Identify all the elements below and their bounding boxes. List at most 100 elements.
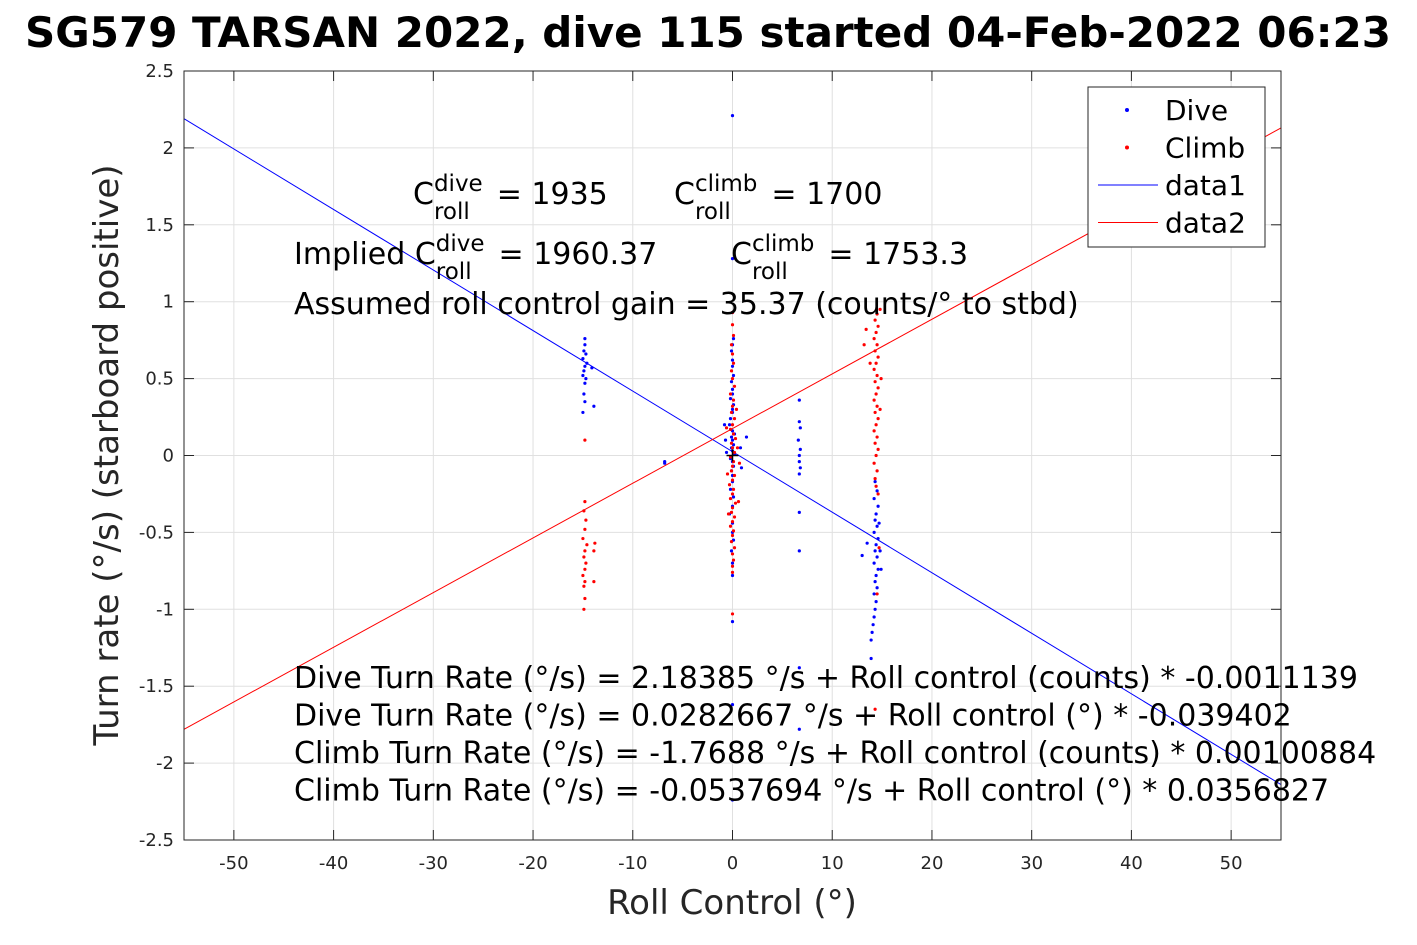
point-climb [733,436,738,441]
point-climb [584,518,588,522]
point-dive [727,423,732,427]
point-climb [737,461,742,465]
point-climb [730,377,735,381]
point-climb [728,524,733,528]
point-climb [876,416,880,421]
point-dive [583,343,587,347]
point-climb [732,450,737,455]
coefficient-symbol: C [415,237,436,272]
point-climb [736,500,741,504]
point-climb [583,438,587,442]
point-climb [872,461,876,465]
point-dive [730,620,735,624]
point-dive [797,398,801,402]
point-dive [581,373,585,378]
point-dive [873,518,877,522]
coefficient-subscript: roll [752,259,788,285]
point-dive [730,407,735,411]
coefficient-symbol: C [731,237,752,272]
y-tick-label: 1.5 [145,215,174,236]
point-dive [860,553,864,558]
point-dive [865,541,869,545]
point-climb [729,343,734,347]
point-dive [730,114,735,118]
point-climb [731,361,736,365]
point-climb [876,324,880,328]
legend-marker [1125,145,1129,150]
point-climb [730,612,735,616]
point-climb [872,367,876,371]
coefficient-value: = 1753.3 [828,237,968,272]
point-dive [797,666,801,670]
coefficient-symbol: C [674,177,695,212]
point-dive [731,337,736,341]
coefficient-value: = 1700 [771,177,882,212]
point-climb [730,552,735,556]
point-climb [733,501,738,505]
point-dive [797,549,801,553]
x-tick-label: -40 [319,853,348,874]
point-dive [663,461,667,465]
x-tick-label: -20 [518,853,547,874]
point-dive [874,600,878,604]
coefficient-superscript: climb [752,231,814,257]
point-climb [582,555,586,559]
point-climb [729,369,734,373]
point-dive [797,727,801,731]
point-climb [876,386,880,390]
legend: Dive Climb data1 data2 [1087,86,1266,248]
point-climb [735,446,740,450]
point-climb [731,398,736,402]
point-dive [583,400,587,404]
point-climb [729,469,734,473]
coefficient-superscript: dive [434,171,483,197]
point-dive [581,410,585,415]
coefficient-annotation: Implied Cdive roll = 1960.37 [294,231,657,285]
point-dive [872,496,876,501]
point-dive [798,466,802,470]
point-dive [582,369,586,373]
point-climb [583,500,587,504]
point-dive [870,630,874,634]
point-climb [875,404,879,408]
point-dive [582,392,586,396]
point-dive [798,447,802,451]
point-dive [583,364,587,368]
point-dive [730,387,735,391]
point-climb [582,509,586,513]
gain-annotation: Assumed roll control gain = 35.37 (count… [294,287,1079,322]
point-climb [584,561,588,565]
point-dive [730,561,735,565]
point-climb [724,426,729,430]
point-dive [876,504,880,508]
point-dive [872,530,876,535]
coefficient-value: = 1935 [497,177,608,212]
point-climb [731,333,736,338]
point-dive [722,423,727,427]
point-climb [593,541,597,545]
chart-title: SG579 TARSAN 2022, dive 115 started 04-F… [25,8,1391,57]
point-climb [874,453,878,458]
y-tick-label: 2.5 [145,61,174,82]
x-tick-label: 40 [1120,853,1143,874]
x-tick-label: -50 [219,853,248,874]
point-climb [730,520,735,524]
point-dive [873,480,877,484]
point-climb [732,473,737,478]
point-climb [581,573,585,578]
point-climb [864,327,868,331]
point-climb [874,484,878,488]
point-climb [875,312,879,316]
point-dive [739,466,744,470]
point-dive [730,798,735,802]
coefficient-value: = 1960.37 [499,237,658,272]
coefficient-annotation: Cclimb roll = 1700 [674,171,882,225]
coefficient-subscript: roll [695,199,731,225]
x-axis: -50 -40 -30 -20 -10 0 10 20 30 40 50 [219,71,1243,874]
equation-annotation: Climb Turn Rate (°/s) = -1.7688 °/s + Ro… [294,736,1376,771]
point-dive [869,638,873,642]
coefficient-symbol: C [413,177,434,212]
point-dive [730,358,735,362]
point-climb [873,318,877,322]
